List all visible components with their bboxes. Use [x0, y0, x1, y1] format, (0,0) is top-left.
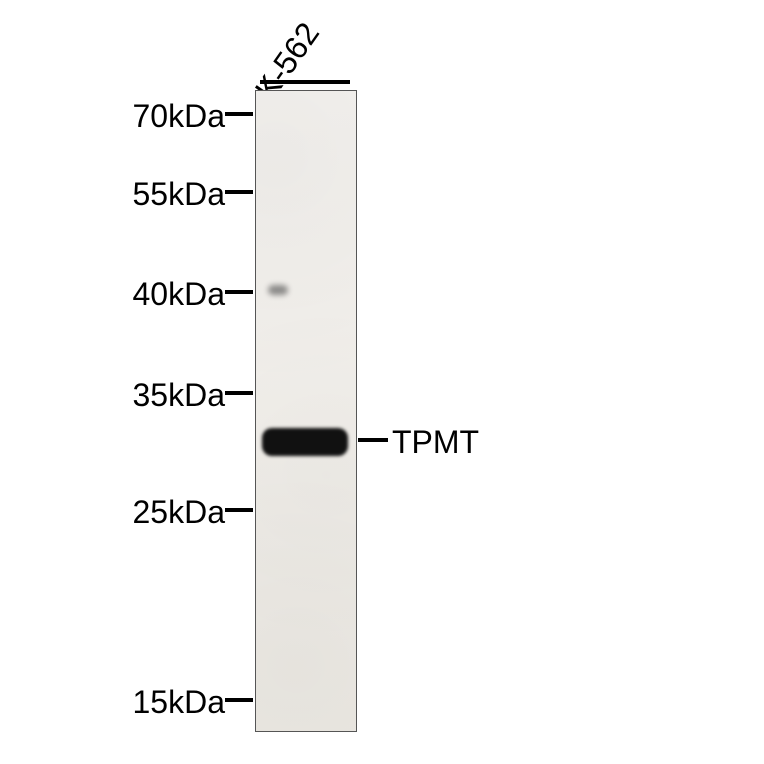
lane-noise	[256, 91, 356, 731]
mw-marker-tick	[225, 112, 253, 116]
mw-marker-label: 55kDa	[133, 176, 226, 213]
blot-band	[268, 285, 288, 295]
protein-label-tick	[358, 438, 388, 442]
mw-marker-tick	[225, 391, 253, 395]
mw-marker-label: 35kDa	[133, 377, 226, 414]
blot-band	[262, 428, 348, 456]
mw-marker-tick	[225, 290, 253, 294]
figure-canvas: K-562 70kDa55kDa40kDa35kDa25kDa15kDa TPM…	[0, 0, 764, 764]
mw-marker-label: 15kDa	[133, 684, 226, 721]
mw-marker-tick	[225, 508, 253, 512]
mw-marker-label: 70kDa	[133, 98, 226, 135]
mw-marker-label: 40kDa	[133, 276, 226, 313]
mw-marker-tick	[225, 698, 253, 702]
mw-marker-tick	[225, 190, 253, 194]
mw-marker-label: 25kDa	[133, 494, 226, 531]
protein-label: TPMT	[392, 424, 479, 461]
blot-lane	[255, 90, 357, 732]
